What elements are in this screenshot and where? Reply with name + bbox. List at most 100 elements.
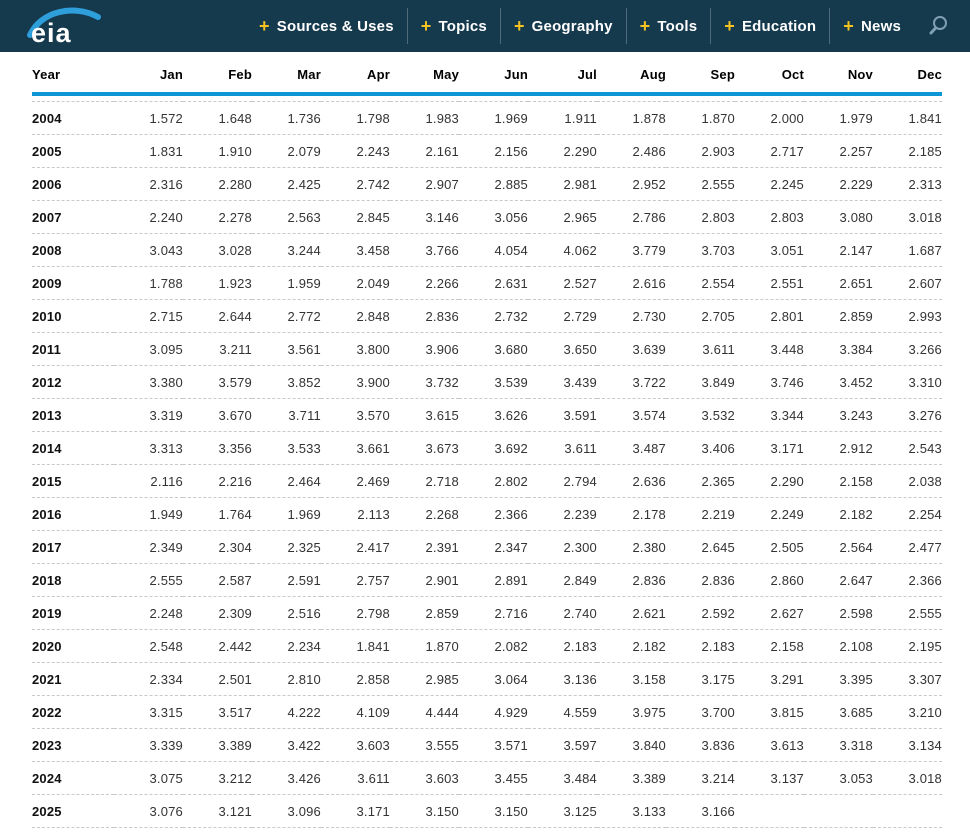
value-cell: 2.254 bbox=[873, 496, 942, 530]
value-cell: 2.249 bbox=[735, 496, 804, 530]
value-cell: 2.907 bbox=[390, 166, 459, 200]
value-cell: 2.156 bbox=[459, 133, 528, 167]
value-cell: 3.836 bbox=[666, 727, 735, 761]
value-cell: 3.315 bbox=[114, 694, 183, 728]
value-cell: 2.516 bbox=[252, 595, 321, 629]
value-cell: 3.900 bbox=[321, 364, 390, 398]
year-cell: 2010 bbox=[32, 298, 114, 332]
year-cell: 2025 bbox=[32, 793, 114, 828]
value-cell: 3.395 bbox=[804, 661, 873, 695]
value-cell: 2.477 bbox=[873, 529, 942, 563]
value-cell: 1.949 bbox=[114, 496, 183, 530]
value-cell: 3.389 bbox=[597, 760, 666, 794]
value-cell: 3.800 bbox=[321, 331, 390, 365]
value-cell: 2.718 bbox=[390, 463, 459, 497]
value-cell: 2.716 bbox=[459, 595, 528, 629]
value-cell: 3.661 bbox=[321, 430, 390, 464]
value-cell: 2.607 bbox=[873, 265, 942, 299]
nav-item-news[interactable]: + News bbox=[830, 17, 914, 35]
value-cell: 3.722 bbox=[597, 364, 666, 398]
nav-item-label: Education bbox=[741, 17, 817, 35]
value-cell: 2.965 bbox=[528, 199, 597, 233]
value-cell: 2.183 bbox=[528, 628, 597, 662]
value-cell: 3.384 bbox=[804, 331, 873, 365]
value-cell: 2.082 bbox=[459, 628, 528, 662]
plus-icon: + bbox=[420, 16, 432, 36]
value-cell: 2.304 bbox=[183, 529, 252, 563]
value-cell: 1.687 bbox=[873, 232, 942, 266]
nav-item-label: News bbox=[861, 17, 901, 35]
value-cell: 2.245 bbox=[735, 166, 804, 200]
value-cell: 2.901 bbox=[390, 562, 459, 596]
value-cell: 3.319 bbox=[114, 397, 183, 431]
value-cell: 2.717 bbox=[735, 133, 804, 167]
search-button[interactable] bbox=[920, 10, 956, 42]
value-cell: 3.121 bbox=[183, 793, 252, 828]
value-cell: 2.334 bbox=[114, 661, 183, 695]
value-cell: 3.210 bbox=[873, 694, 942, 728]
year-cell: 2017 bbox=[32, 529, 114, 563]
value-cell: 1.911 bbox=[528, 100, 597, 134]
value-cell: 2.705 bbox=[666, 298, 735, 332]
nav-divider bbox=[406, 8, 408, 44]
value-cell: 2.993 bbox=[873, 298, 942, 332]
value-cell: 3.426 bbox=[252, 760, 321, 794]
value-cell: 3.670 bbox=[183, 397, 252, 431]
value-cell: 2.885 bbox=[459, 166, 528, 200]
year-cell: 2015 bbox=[32, 463, 114, 497]
nav-item-sources-uses[interactable]: + Sources & Uses bbox=[246, 17, 407, 35]
value-cell: 4.222 bbox=[252, 694, 321, 728]
value-cell: 2.903 bbox=[666, 133, 735, 167]
table-row-2016: 2016 1.949 1.764 1.969 2.113 2.268 2.366 2.239 2… bbox=[32, 496, 942, 530]
value-cell: 3.137 bbox=[735, 760, 804, 794]
value-cell: 2.554 bbox=[666, 265, 735, 299]
value-cell: 3.611 bbox=[666, 331, 735, 365]
value-cell: 2.243 bbox=[321, 133, 390, 167]
value-cell: 2.183 bbox=[666, 628, 735, 662]
value-cell: 3.815 bbox=[735, 694, 804, 728]
value-cell: 2.543 bbox=[873, 430, 942, 464]
value-cell: 2.802 bbox=[459, 463, 528, 497]
value-cell bbox=[735, 793, 804, 828]
eia-logo[interactable]: eia bbox=[26, 3, 102, 49]
value-cell: 2.757 bbox=[321, 562, 390, 596]
value-cell: 3.680 bbox=[459, 331, 528, 365]
value-cell: 2.772 bbox=[252, 298, 321, 332]
value-cell: 3.095 bbox=[114, 331, 183, 365]
table-row-2011: 2011 3.095 3.211 3.561 3.800 3.906 3.680 3.650 3… bbox=[32, 331, 942, 365]
value-cell: 3.339 bbox=[114, 727, 183, 761]
value-cell: 3.211 bbox=[183, 331, 252, 365]
nav-item-topics[interactable]: + Topics bbox=[408, 17, 500, 35]
value-cell: 2.280 bbox=[183, 166, 252, 200]
value-cell: 3.158 bbox=[597, 661, 666, 695]
nav-item-education[interactable]: + Education bbox=[711, 17, 829, 35]
column-header-jun: Jun bbox=[459, 52, 528, 96]
value-cell: 1.870 bbox=[666, 100, 735, 134]
value-cell: 3.133 bbox=[597, 793, 666, 828]
value-cell: 2.587 bbox=[183, 562, 252, 596]
year-cell: 2012 bbox=[32, 364, 114, 398]
table-row-2015: 2015 2.116 2.216 2.464 2.469 2.718 2.802 2.794 2… bbox=[32, 463, 942, 497]
nav-item-geography[interactable]: + Geography bbox=[501, 17, 626, 35]
value-cell: 3.852 bbox=[252, 364, 321, 398]
value-cell: 3.849 bbox=[666, 364, 735, 398]
year-cell: 2006 bbox=[32, 166, 114, 200]
value-cell: 2.182 bbox=[597, 628, 666, 662]
value-cell: 2.425 bbox=[252, 166, 321, 200]
column-header-year: Year bbox=[32, 52, 114, 96]
table-row-2018: 2018 2.555 2.587 2.591 2.757 2.901 2.891 2.849 2… bbox=[32, 562, 942, 596]
table-row-2025: 2025 3.076 3.121 3.096 3.171 3.150 3.150 3.125 3… bbox=[32, 793, 942, 828]
nav-item-tools[interactable]: + Tools bbox=[627, 17, 711, 35]
value-cell: 2.049 bbox=[321, 265, 390, 299]
value-cell: 2.952 bbox=[597, 166, 666, 200]
value-cell: 2.810 bbox=[252, 661, 321, 695]
value-cell: 2.836 bbox=[390, 298, 459, 332]
year-cell: 2011 bbox=[32, 331, 114, 365]
value-cell: 1.841 bbox=[873, 100, 942, 134]
value-cell: 3.028 bbox=[183, 232, 252, 266]
value-cell: 1.979 bbox=[804, 100, 873, 134]
value-cell: 3.613 bbox=[735, 727, 804, 761]
value-cell: 2.347 bbox=[459, 529, 528, 563]
logo-text: eia bbox=[31, 18, 72, 48]
value-cell: 3.313 bbox=[114, 430, 183, 464]
